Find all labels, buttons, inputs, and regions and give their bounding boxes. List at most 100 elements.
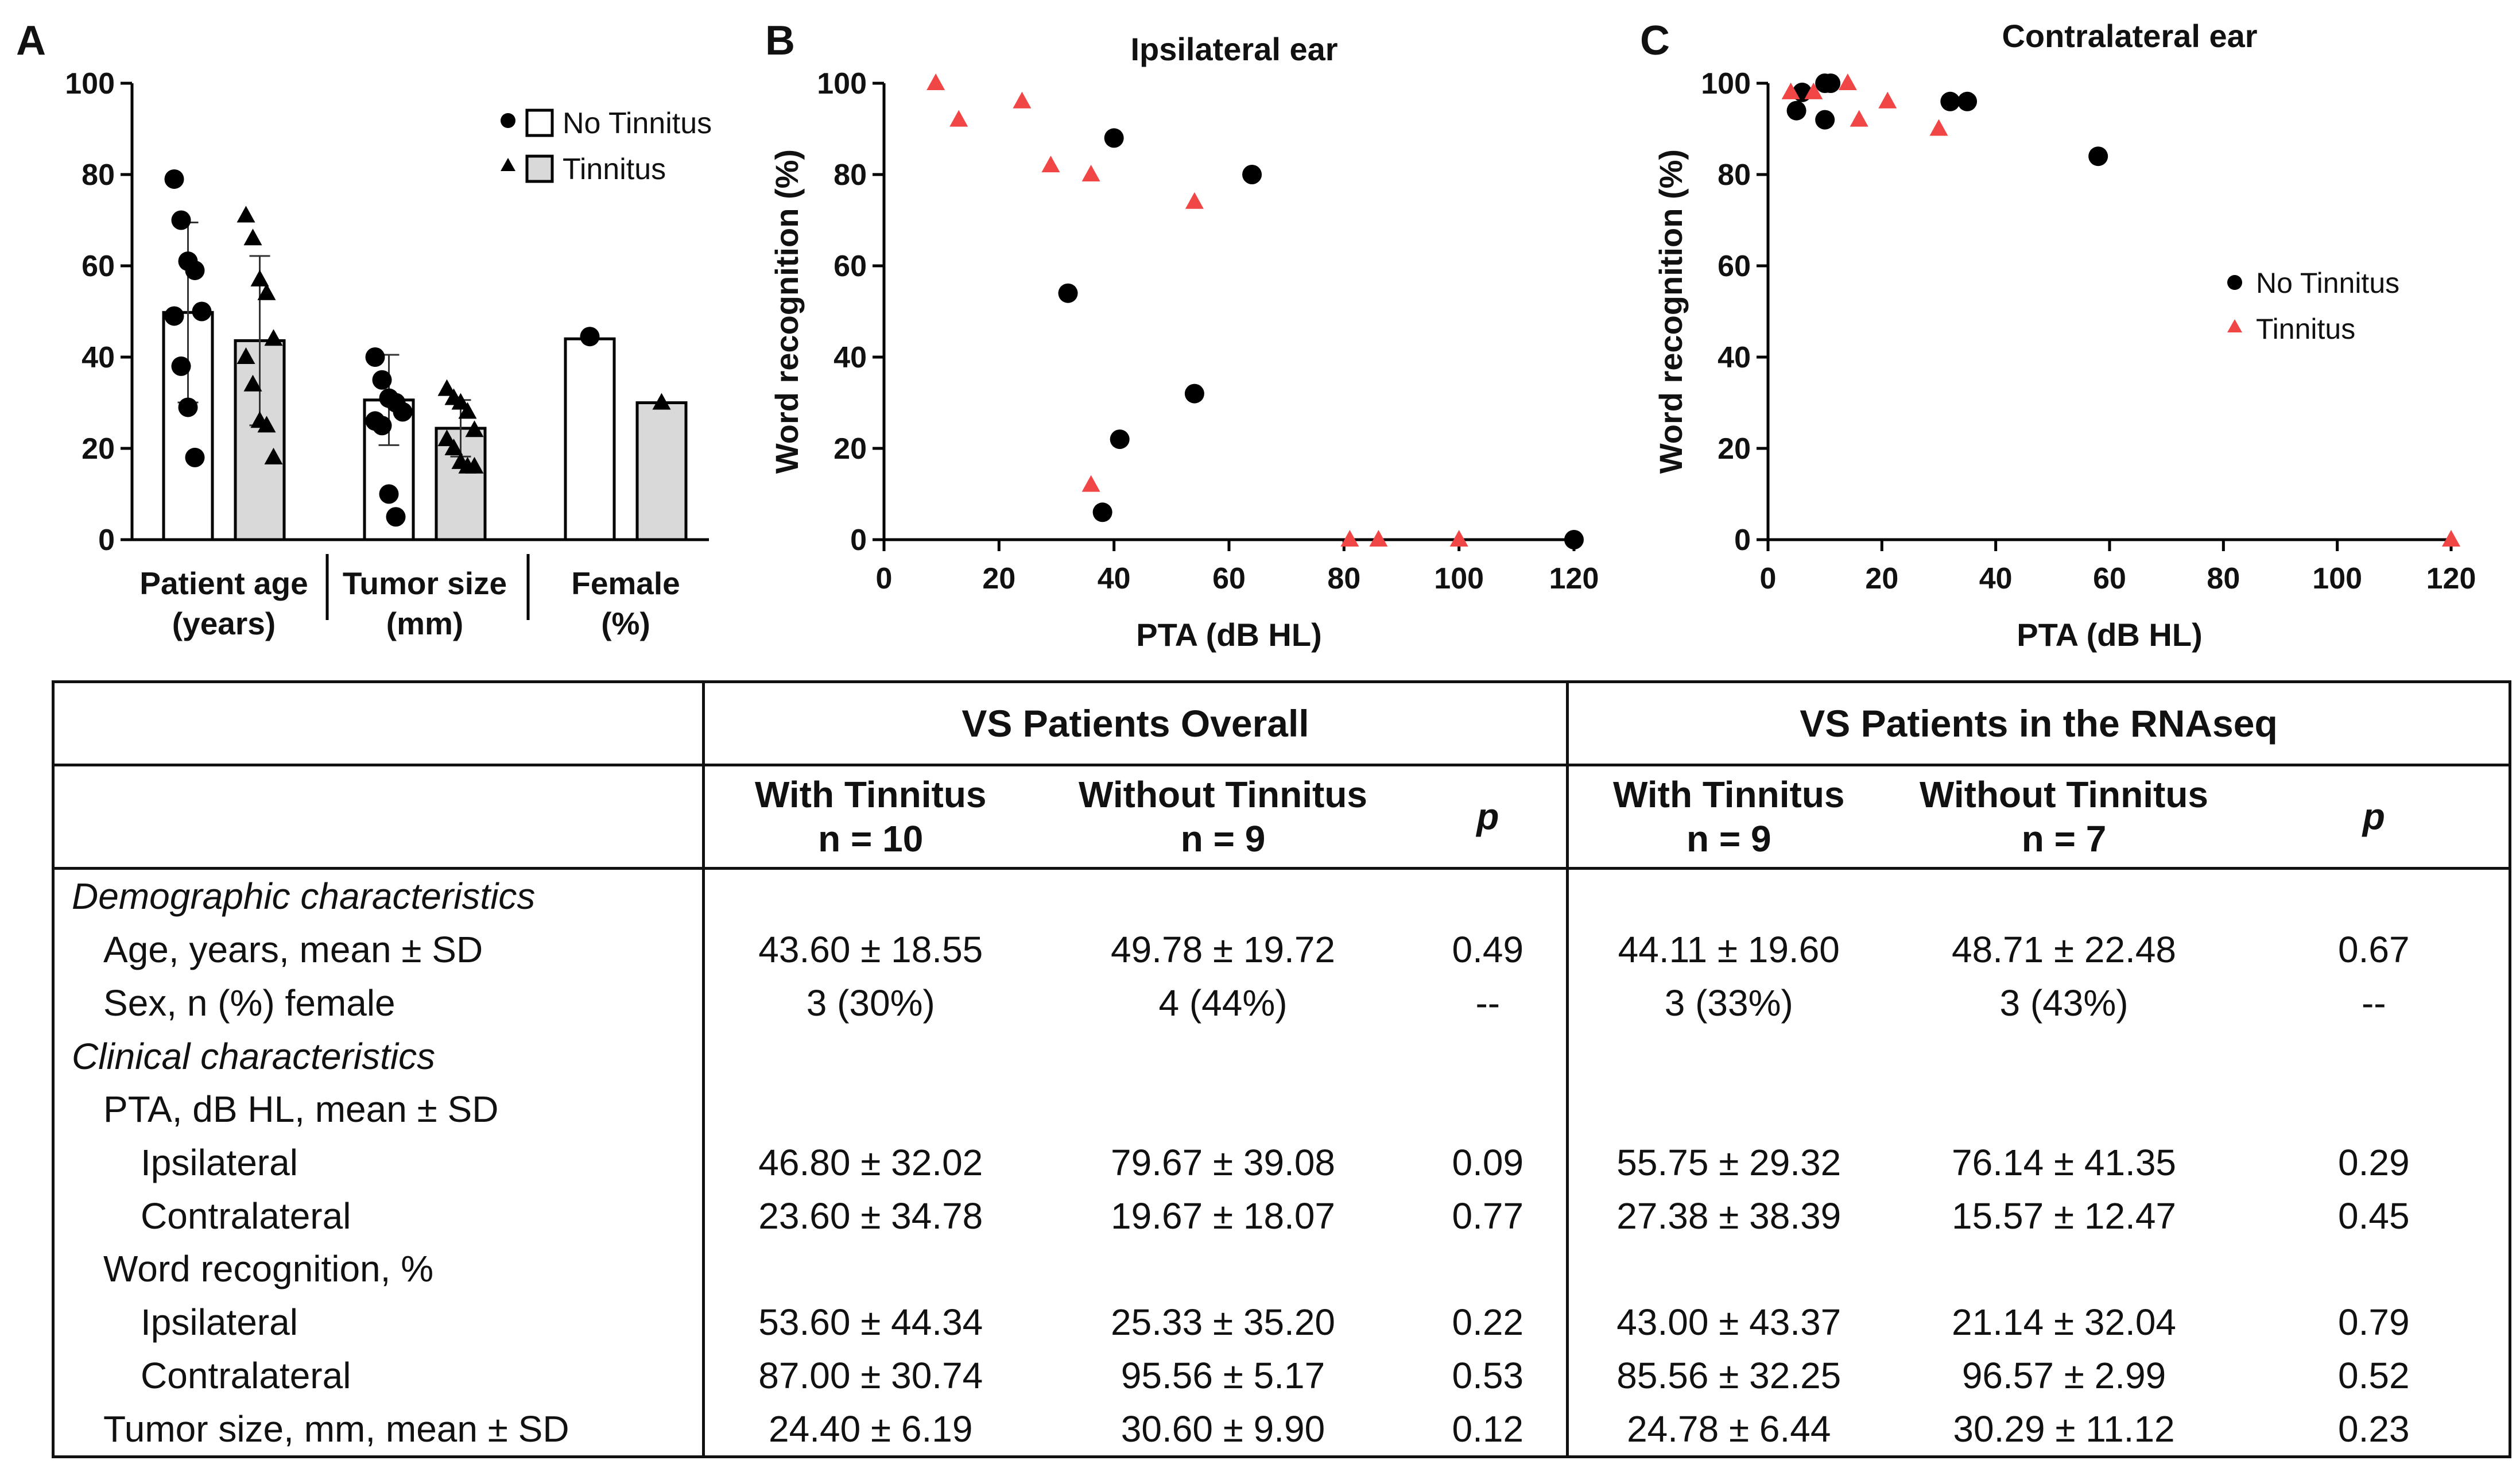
patient-characteristics-table-wrapper: VS Patients Overall VS Patients in the R…: [52, 680, 2512, 1458]
row-label: Ipsilateral: [53, 1295, 705, 1349]
panel-b-scatter: 0 20 40 60 80 100 0 20 40 60 80 100 120 PTA (dB HL) Wo…: [769, 67, 1599, 653]
legend-a-no-tinnitus-circle-icon: [501, 113, 515, 128]
table-cell: [704, 1083, 1037, 1136]
table-cell: 43.00 ± 43.37: [1616, 1302, 1841, 1343]
row-label: Demographic characteristics: [53, 868, 705, 923]
table-cell: 96.57 ± 2.99: [1961, 1354, 2166, 1396]
table-row: Word recognition, %: [53, 1242, 2510, 1296]
legend-c-tinnitus-label: Tinnitus: [2256, 313, 2355, 345]
panel-a-group-labels: Patient age (years) Tumor size (mm) Female (%…: [139, 554, 680, 641]
col-header-overall-with-line2: n = 10: [818, 818, 924, 859]
bar-data-point-triangle: [250, 269, 269, 286]
bar-data-point-triangle: [243, 228, 262, 246]
panel-b-x-tick-label: 120: [1549, 562, 1599, 595]
legend-a-tinnitus-label: Tinnitus: [563, 153, 666, 186]
table-cell: --: [2361, 982, 2386, 1024]
table-cell: [704, 1242, 1037, 1296]
panel-c-points: [1781, 73, 2460, 547]
panel-b-axes: 0 20 40 60 80 100 0 20 40 60 80 100 120 PTA (dB HL) Wo…: [769, 67, 1599, 653]
group-label-line2: (years): [172, 606, 276, 641]
table-cell: 30.29 ± 11.12: [1953, 1408, 2175, 1450]
panel-a-y-tick-label: 100: [65, 67, 115, 100]
table-cell: 23.60 ± 34.78: [758, 1195, 983, 1237]
group-label-line2: (%): [601, 606, 650, 641]
table-cell: 0.49: [1409, 923, 1569, 977]
panel-b-x-axis-label: PTA (dB HL): [1136, 617, 1321, 653]
panel-b-x-tick-label: 100: [1434, 562, 1484, 595]
scatter-point-tinnitus: [1041, 156, 1060, 173]
table-cell: --: [1409, 976, 1569, 1030]
bar-data-point-circle: [185, 260, 205, 280]
table-cell: 43.60 ± 18.55: [758, 929, 983, 971]
panel-c-scatter: 0 20 40 60 80 100 0 20 40 60 80 100 120 PTA (dB HL) Wo…: [1653, 67, 2476, 653]
panel-c-x-tick-label: 0: [1760, 562, 1777, 595]
table-cell: 0.79: [2337, 1302, 2410, 1343]
panel-a-y-tick-label: 80: [82, 158, 115, 192]
panel-c-x-axis-label: PTA (dB HL): [2017, 617, 2202, 653]
table-cell: 48.71 ± 22.48: [1952, 929, 2177, 971]
table-cell: 0.22: [1409, 1295, 1569, 1349]
table-cell: 3 (43%): [1999, 982, 2129, 1024]
group-label-line1: Female: [571, 565, 680, 601]
bar-data-point-triangle: [465, 456, 484, 474]
legend-c-tinnitus-triangle-icon: [2227, 319, 2242, 332]
table-row: Ipsilateral 46.80 ± 32.02 79.67 ± 39.08 0.0…: [53, 1136, 2510, 1190]
row-label: Age, years, mean ± SD: [53, 923, 705, 977]
row-label: Word recognition, %: [53, 1242, 705, 1296]
panel-b-y-tick-label: 20: [833, 432, 867, 466]
scatter-point-no-tinnitus: [1104, 128, 1124, 148]
table-cell: 24.40 ± 6.19: [769, 1408, 973, 1450]
table-cell: [1037, 869, 1410, 923]
table-cell: 0.77: [1409, 1189, 1569, 1243]
table-row: Clinical characteristics: [53, 1029, 2510, 1083]
table-cell: [2239, 1242, 2510, 1296]
panel-b-y-tick-label: 60: [833, 250, 867, 283]
panel-b-x-tick-label: 20: [982, 562, 1015, 595]
scatter-point-tinnitus: [1878, 91, 1897, 109]
group-label-line1: Tumor size: [343, 565, 507, 601]
bar-data-point-triangle: [437, 429, 456, 447]
panel-c-x-tick-label: 60: [2093, 562, 2126, 595]
table-cell: 3 (33%): [1664, 982, 1793, 1024]
group-label-line1: Patient age: [139, 565, 308, 601]
panel-c-x-tick-label: 20: [1865, 562, 1898, 595]
col-header-rnaseq-with-tinnitus: With Tinnitus n = 9: [1567, 765, 1889, 870]
table-row: Tumor size, mm, mean ± SD 24.40 ± 6.19 30.…: [53, 1402, 2510, 1457]
bar-data-point-triangle: [257, 283, 276, 300]
panel-b-y-tick-label: 100: [817, 67, 867, 100]
panel-b-x-tick-label: 0: [876, 562, 893, 595]
scatter-point-tinnitus: [1081, 475, 1100, 492]
table-cell: 95.56 ± 5.17: [1121, 1354, 1325, 1396]
panel-a-legend: No Tinnitus Tinnitus: [501, 107, 712, 186]
col-header-rnaseq-with-line1: With Tinnitus: [1613, 773, 1845, 815]
bar-data-point-circle: [580, 327, 600, 347]
bar-data-point-circle: [379, 484, 399, 504]
panel-c-y-tick-label: 20: [1718, 432, 1751, 466]
table-cell: [2239, 1029, 2510, 1083]
table-label-header-cell: [53, 765, 705, 870]
table-body: Demographic characteristics Age, years, m…: [53, 868, 2510, 1457]
bar-data-point-triangle: [652, 393, 671, 410]
legend-a-no-tinnitus-label: No Tinnitus: [563, 107, 712, 140]
table-cell: 0.52: [2337, 1354, 2410, 1396]
table-cell: 85.56 ± 32.25: [1616, 1354, 1841, 1396]
col-header-overall-p: p: [1409, 765, 1569, 870]
bar-data-point-circle: [178, 397, 198, 417]
panel-b-y-tick-label: 80: [833, 158, 867, 192]
table-cell: [1568, 1083, 1889, 1136]
table-cell: [1568, 1242, 1889, 1296]
table-cell: 30.60 ± 9.90: [1121, 1408, 1325, 1450]
panel-b-points: [926, 73, 1584, 549]
row-label: PTA, dB HL, mean ± SD: [53, 1082, 705, 1136]
table-cell: 0.45: [2337, 1195, 2410, 1237]
row-label: Contralateral: [53, 1349, 705, 1403]
scatter-point-tinnitus: [1804, 82, 1823, 99]
table-cell: [1568, 869, 1889, 923]
table-cell: 25.33 ± 35.20: [1111, 1302, 1335, 1343]
table-cell: 19.67 ± 18.07: [1111, 1195, 1335, 1237]
table-cell: 87.00 ± 30.74: [758, 1354, 983, 1396]
table-cell: [2239, 1083, 2510, 1136]
table-cell: [1409, 1082, 1569, 1136]
table-cell: 79.67 ± 39.08: [1111, 1141, 1335, 1183]
col-header-rnaseq-p: p: [2239, 765, 2510, 870]
